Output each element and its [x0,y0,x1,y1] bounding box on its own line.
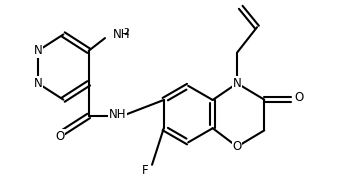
Text: NH: NH [109,108,126,121]
Text: N: N [34,77,42,90]
Text: N: N [34,44,42,57]
Text: O: O [55,130,64,143]
Text: O: O [232,140,242,153]
Text: O: O [294,91,303,104]
Text: NH: NH [113,28,130,41]
Text: 2: 2 [124,28,130,37]
Text: N: N [233,77,241,90]
Text: F: F [142,164,148,177]
